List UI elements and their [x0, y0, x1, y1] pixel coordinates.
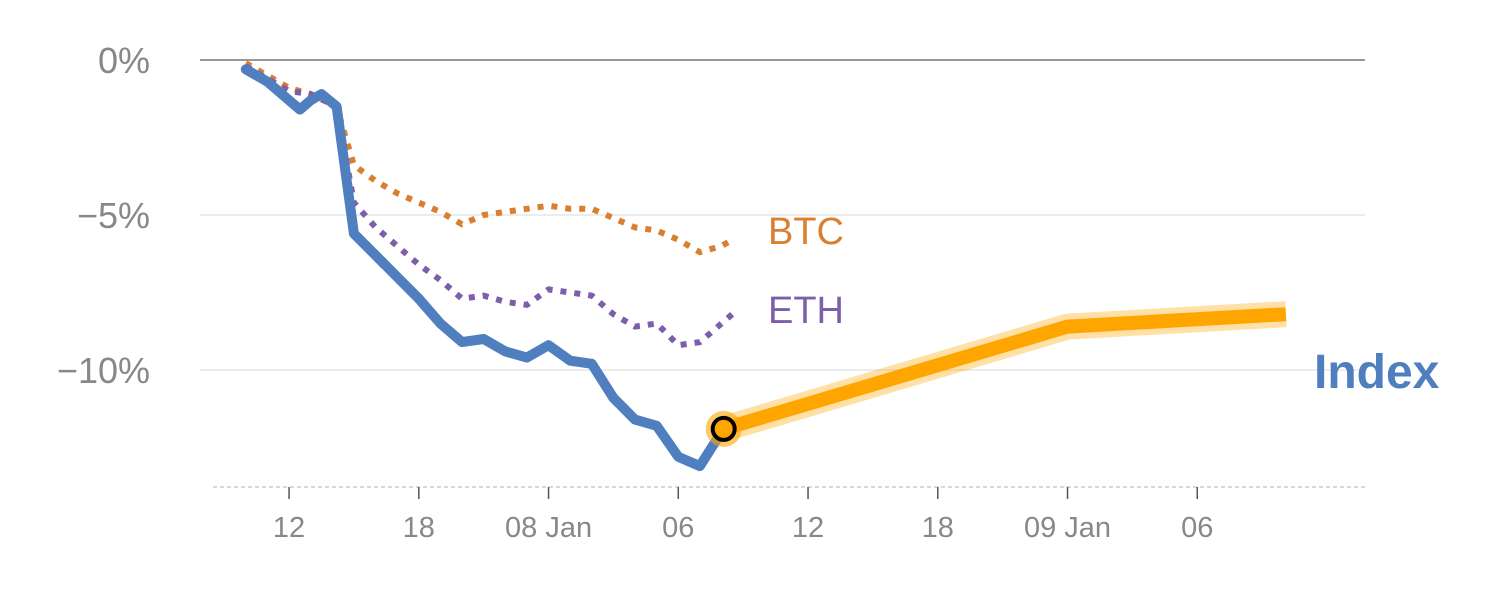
index-series-label: Index [1314, 346, 1440, 399]
projection-series-line [721, 307, 1287, 436]
eth-series-label: ETH [768, 290, 844, 332]
series-layer [240, 60, 1287, 472]
x-tick-label: 12 [273, 512, 305, 544]
index-series-line [240, 64, 727, 472]
y-tick-label: 0% [98, 40, 150, 81]
btc-series-label: BTC [768, 211, 844, 253]
x-tick-label: 18 [403, 512, 435, 544]
series-labels: BTC ETH Index [768, 211, 1440, 399]
x-tick-label: 06 [1181, 512, 1213, 544]
x-axis: 12 18 08 Jan 06 12 18 09 Jan 06 [213, 486, 1365, 544]
x-tick-label: 08 Jan [505, 512, 592, 544]
grid-layer [200, 59, 1365, 371]
x-tick-label: 06 [662, 512, 694, 544]
marker-layer [705, 410, 742, 447]
x-tick-label: 12 [792, 512, 824, 544]
x-tick-label: 18 [922, 512, 954, 544]
btc-series-line [244, 60, 734, 256]
y-tick-label: −5% [77, 195, 150, 236]
eth-series-line [244, 63, 735, 349]
y-axis: 0% −5% −10% [57, 40, 150, 391]
x-tick-label: 09 Jan [1024, 512, 1111, 544]
current-point-marker [710, 415, 737, 442]
y-tick-label: −10% [57, 350, 150, 391]
